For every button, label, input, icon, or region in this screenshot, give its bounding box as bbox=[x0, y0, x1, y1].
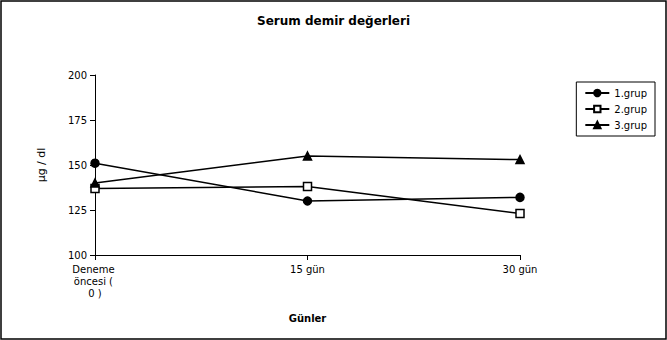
svg-text:15 gün: 15 gün bbox=[290, 264, 325, 275]
svg-text:0 ): 0 ) bbox=[88, 288, 102, 299]
svg-text:µg / dl: µg / dl bbox=[35, 148, 48, 183]
svg-text:2.grup: 2.grup bbox=[614, 104, 647, 115]
svg-text:Deneme: Deneme bbox=[72, 264, 117, 275]
svg-text:100: 100 bbox=[68, 250, 87, 261]
svg-text:175: 175 bbox=[68, 115, 87, 126]
svg-text:30 gün: 30 gün bbox=[503, 264, 538, 275]
svg-text:200: 200 bbox=[68, 70, 87, 81]
svg-text:3.grup: 3.grup bbox=[614, 120, 647, 131]
svg-text:Serum demir değerleri: Serum demir değerleri bbox=[257, 14, 410, 28]
svg-text:125: 125 bbox=[68, 205, 87, 216]
svg-text:150: 150 bbox=[68, 160, 87, 171]
svg-text:1.grup: 1.grup bbox=[614, 88, 647, 99]
svg-text:öncesi (: öncesi ( bbox=[74, 276, 116, 287]
svg-text:Günler: Günler bbox=[289, 313, 327, 324]
